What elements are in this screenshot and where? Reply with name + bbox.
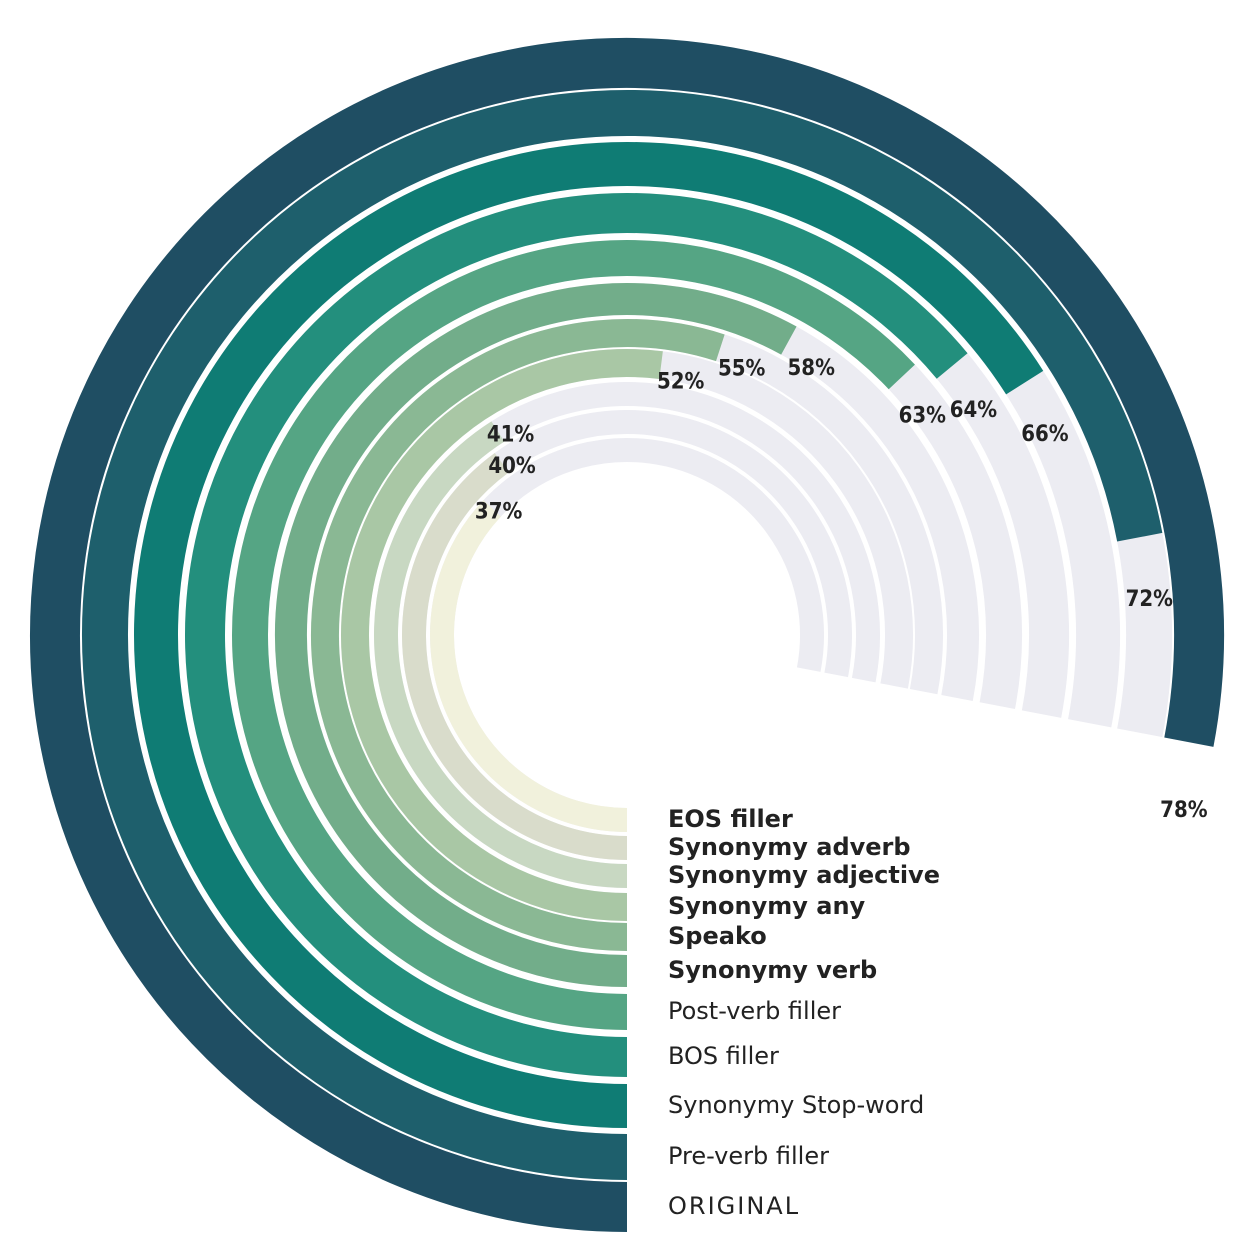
value-label: 55%: [718, 356, 766, 381]
bar: [275, 283, 797, 987]
category-label: ORIGINAL: [668, 1192, 800, 1220]
value-label: 52%: [657, 369, 705, 394]
value-label: 41%: [487, 422, 535, 447]
category-label: Pre-verb filler: [668, 1142, 829, 1170]
category-label: Synonymy any: [668, 892, 866, 920]
bar: [311, 319, 725, 951]
value-label: 72%: [1126, 587, 1174, 612]
bar: [185, 193, 968, 1077]
value-label: 63%: [899, 403, 947, 428]
bar: [402, 452, 628, 860]
bar: [30, 38, 1224, 1232]
category-label: Synonymy verb: [668, 956, 877, 984]
bar: [430, 500, 628, 832]
value-label: 78%: [1160, 798, 1208, 823]
category-label: Speako: [668, 922, 767, 950]
value-label: 58%: [788, 356, 836, 381]
category-label: Synonymy adjective: [668, 861, 940, 889]
bar: [341, 349, 663, 921]
value-label: 64%: [950, 398, 998, 423]
category-label: Synonymy Stop-word: [668, 1091, 924, 1119]
value-label: 40%: [488, 454, 536, 479]
value-label: 66%: [1021, 422, 1069, 447]
category-label: Synonymy adverb: [668, 833, 911, 861]
category-label: EOS filler: [668, 805, 793, 833]
category-label: BOS filler: [668, 1042, 779, 1070]
bar: [232, 240, 915, 1030]
value-label: 37%: [475, 499, 523, 524]
bar: [82, 90, 1163, 1180]
category-label: Post-verb filler: [668, 997, 841, 1025]
bar: [374, 421, 628, 888]
bar: [134, 142, 1044, 1128]
